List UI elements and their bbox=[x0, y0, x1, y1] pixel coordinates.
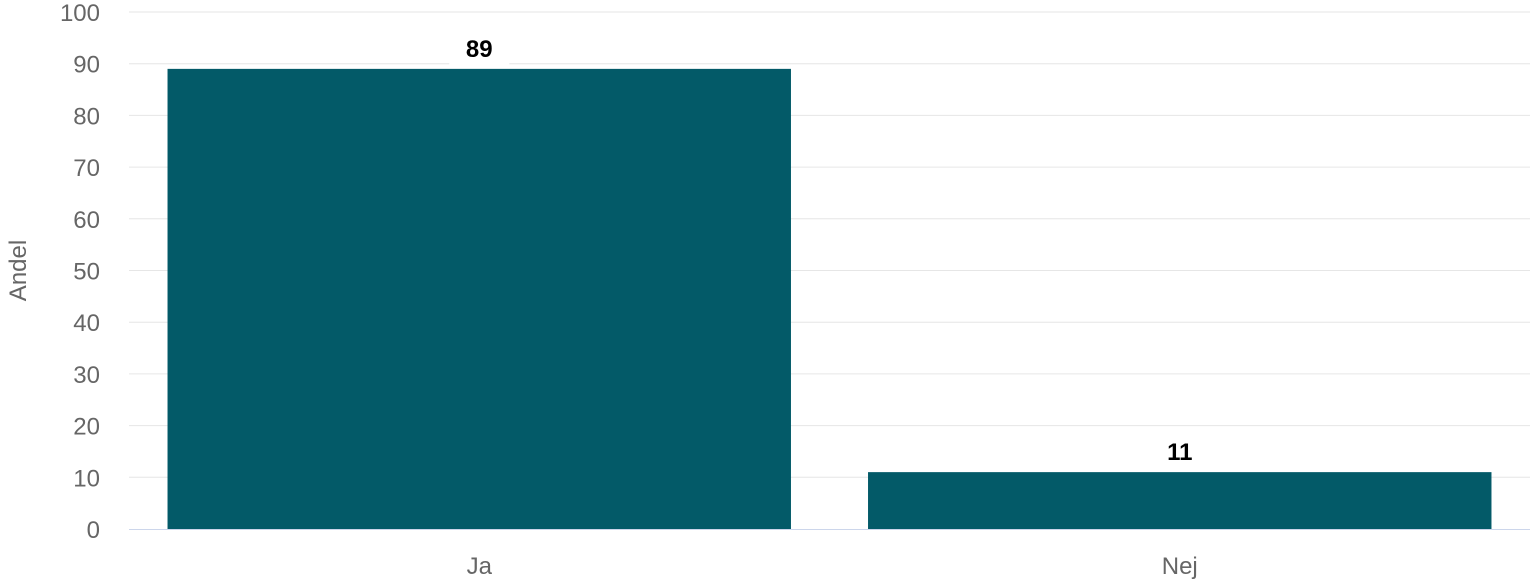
y-tick-label: 50 bbox=[73, 259, 100, 286]
x-axis-ticks: Ja Nej bbox=[467, 553, 1198, 580]
bars bbox=[167, 68, 1492, 530]
x-tick-label: Nej bbox=[1162, 553, 1198, 580]
data-label: 89 bbox=[466, 36, 493, 63]
y-tick-label: 60 bbox=[73, 207, 100, 234]
y-axis-ticks: 0 10 20 30 40 50 60 70 80 90 100 bbox=[60, 0, 100, 544]
bar-ja bbox=[167, 68, 791, 530]
data-label-background bbox=[1149, 438, 1210, 471]
data-label: 11 bbox=[1167, 439, 1192, 466]
x-tick-label: Ja bbox=[467, 553, 493, 580]
y-tick-label: 70 bbox=[73, 155, 100, 182]
y-axis-title: Andel bbox=[5, 240, 32, 301]
y-tick-label: 40 bbox=[73, 310, 100, 337]
y-tick-label: 90 bbox=[73, 52, 100, 79]
y-tick-label: 80 bbox=[73, 103, 100, 130]
bar-nej bbox=[868, 472, 1492, 529]
data-labels: 89 11 bbox=[449, 34, 1210, 471]
y-tick-label: 20 bbox=[73, 414, 100, 441]
y-tick-label: 10 bbox=[73, 465, 100, 492]
data-label-background bbox=[449, 34, 510, 67]
y-tick-label: 30 bbox=[73, 362, 100, 389]
y-tick-label: 100 bbox=[60, 0, 100, 27]
y-tick-label: 0 bbox=[87, 517, 100, 544]
